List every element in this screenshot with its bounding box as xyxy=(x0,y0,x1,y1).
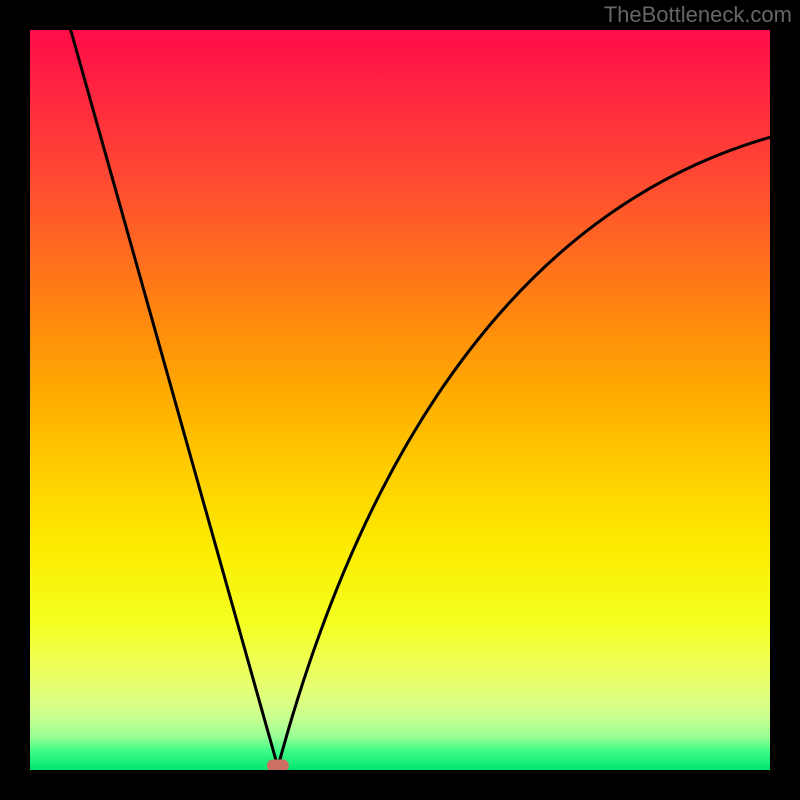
bottleneck-chart: TheBottleneck.com xyxy=(0,0,800,800)
chart-svg xyxy=(0,0,800,800)
apex-marker xyxy=(267,760,289,772)
watermark-text: TheBottleneck.com xyxy=(604,2,792,28)
plot-background xyxy=(30,30,770,770)
